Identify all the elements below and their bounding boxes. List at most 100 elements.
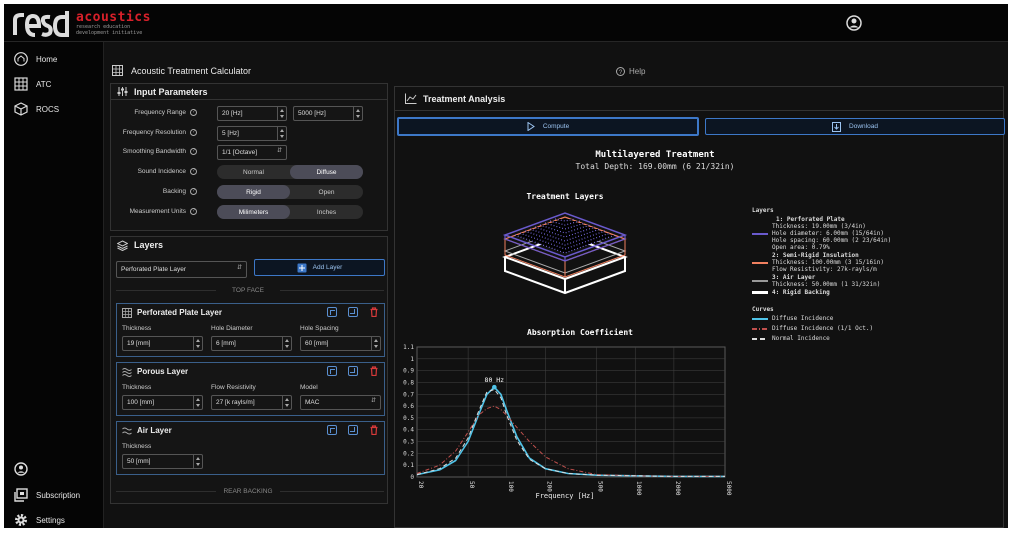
trash-icon[interactable]	[369, 366, 379, 376]
calculator-icon	[14, 77, 28, 91]
x-tick-label: 2000	[674, 481, 681, 496]
brand-name: acoustics	[76, 9, 151, 25]
x-tick-label: 50	[468, 481, 475, 489]
smoothing-label: Smoothing Bandwidth?	[111, 148, 197, 155]
legend-layer-3: 3: Air Layer Thickness: 50.00mm (1 31/32…	[752, 274, 997, 288]
sliders-icon	[117, 87, 128, 96]
trash-icon[interactable]	[369, 425, 379, 435]
brand-logo[interactable]: acoustics research education development…	[12, 7, 152, 39]
legend-curve-octave: Diffuse Incidence (1/1 Oct.)	[752, 325, 997, 332]
x-tick-label: 20	[417, 481, 424, 489]
y-tick-label: 0	[410, 474, 414, 481]
rear-backing-label: REAR BACKING	[223, 488, 273, 495]
measurement-units-label: Measurement Units?	[111, 208, 197, 215]
sidebar-item-label: ROCS	[36, 104, 60, 114]
backing-label: Backing?	[111, 188, 197, 195]
treatment-analysis-header: Treatment Analysis	[395, 87, 1003, 111]
sidebar-item-home[interactable]: Home	[14, 50, 57, 68]
incidence-normal-option[interactable]: Normal	[243, 168, 264, 176]
move-up-icon[interactable]	[327, 307, 337, 317]
trash-icon[interactable]	[369, 307, 379, 317]
model-value: MAC	[305, 399, 320, 406]
hole-spacing-input[interactable]: 60 [mm]	[300, 336, 381, 351]
layer-type-select[interactable]: Perforated Plate Layer ⇵	[116, 261, 247, 278]
thickness-value: 19 [mm]	[127, 340, 151, 347]
layers-icon	[117, 239, 128, 251]
add-layer-button[interactable]: Add Layer	[254, 259, 385, 276]
frequency-resolution-input[interactable]: 5 [Hz]	[217, 126, 287, 141]
legend-text: Thickness: 19.00mm (3/4in)	[772, 223, 866, 230]
page-title-text: Acoustic Treatment Calculator	[131, 65, 252, 76]
thickness-label: Thickness	[122, 325, 152, 332]
sidebar-item-atc[interactable]: ATC	[14, 75, 51, 93]
model-select[interactable]: MAC ⇵	[300, 395, 381, 410]
sidebar-item-settings[interactable]: Settings	[14, 511, 65, 528]
legend-text: Flow Resistivity: 27k-rayls/m	[772, 266, 877, 273]
add-layer-label: Add Layer	[312, 264, 343, 271]
sidebar-item-profile[interactable]	[14, 460, 36, 478]
frequency-from-input[interactable]: 20 [Hz]	[217, 106, 287, 121]
frequency-to-input[interactable]: 5000 [Hz]	[293, 106, 363, 121]
air-icon	[122, 427, 132, 435]
backing-toggle[interactable]: Rigid Open	[217, 185, 363, 199]
backing-rigid-option[interactable]: Rigid	[217, 185, 290, 199]
input-parameters-header: Input Parameters	[111, 84, 387, 100]
layers-panel: Layers Perforated Plate Layer ⇵ Add Layer…	[110, 236, 388, 504]
flow-resistivity-value: 27 [k rayls/m]	[216, 399, 255, 406]
svg-text:?: ?	[619, 70, 623, 76]
layers-legend: Layers 1: Perforated Plate Thickness: 19…	[752, 207, 997, 342]
thickness-input[interactable]: 50 [mm]	[122, 454, 203, 469]
download-icon	[832, 121, 842, 132]
thickness-input[interactable]: 100 [mm]	[122, 395, 203, 410]
y-tick-label: 0.8	[403, 379, 414, 386]
normal-swatch	[752, 337, 768, 340]
move-up-icon[interactable]	[327, 366, 337, 376]
compute-button[interactable]: Compute	[397, 117, 699, 136]
wave-icon	[122, 368, 132, 377]
sidebar-item-label: Home	[36, 54, 58, 64]
y-tick-label: 0.6	[403, 403, 414, 410]
sound-incidence-toggle[interactable]: Normal Diffuse	[217, 165, 363, 179]
hole-diameter-input[interactable]: 6 [mm]	[211, 336, 292, 351]
move-down-icon[interactable]	[348, 307, 358, 317]
help-label: Help	[629, 67, 646, 76]
card-title: Air Layer	[137, 426, 172, 435]
frequency-to-value: 5000 [Hz]	[298, 110, 326, 117]
absorption-chart: 80 Hz 0 0.1 0.2 0.3 0.4 0.5 0.6 0.7 0.8 0.9 1 1.1 20…	[403, 344, 732, 496]
legend-layer-4: 4: Rigid Backing	[752, 289, 997, 296]
backing-open-option[interactable]: Open	[318, 188, 335, 196]
download-button[interactable]: Download	[705, 118, 1005, 135]
play-icon	[527, 122, 535, 131]
move-down-icon[interactable]	[348, 425, 358, 435]
legend-text: Hole spacing: 60.00mm (2 23/64in)	[772, 237, 892, 244]
sidebar-item-label: Subscription	[36, 490, 81, 500]
units-mm-option[interactable]: Milimeters	[217, 205, 290, 219]
move-up-icon[interactable]	[327, 425, 337, 435]
units-toggle[interactable]: Milimeters Inches	[217, 205, 363, 219]
user-icon	[14, 462, 28, 476]
y-tick-label: 1.1	[403, 344, 414, 351]
flow-resistivity-input[interactable]: 27 [k rayls/m]	[211, 395, 292, 410]
absorption-title: Absorption Coefficient	[527, 328, 633, 337]
normal-incidence-line	[416, 389, 725, 477]
legend-layer-2: 2: Semi-Rigid Insulation Thickness: 100.…	[752, 252, 997, 273]
porous-swatch	[752, 261, 768, 264]
frequency-resolution-label: Frequency Resolution?	[111, 129, 197, 136]
units-inches-option[interactable]: Inches	[316, 208, 337, 216]
backing-swatch	[752, 291, 768, 294]
sidebar-item-rocs[interactable]: ROCS	[14, 100, 59, 118]
y-tick-label: 0.5	[403, 415, 414, 422]
help-link[interactable]: ? Help	[616, 67, 645, 76]
account-icon[interactable]	[846, 15, 862, 31]
move-down-icon[interactable]	[348, 366, 358, 376]
grid-icon	[122, 308, 132, 318]
smoothing-select[interactable]: 1/1 [Octave] ⇵	[217, 145, 287, 160]
legend-text: Thickness: 50.00mm (1 31/32in)	[772, 281, 881, 288]
add-icon	[297, 263, 307, 272]
incidence-diffuse-option[interactable]: Diffuse	[290, 165, 363, 179]
thickness-input[interactable]: 19 [mm]	[122, 336, 203, 351]
x-tick-label: 1000	[635, 481, 642, 496]
y-tick-label: 0.7	[403, 391, 414, 398]
octave-swatch	[752, 327, 768, 330]
sidebar-item-subscription[interactable]: Subscription	[14, 486, 80, 504]
